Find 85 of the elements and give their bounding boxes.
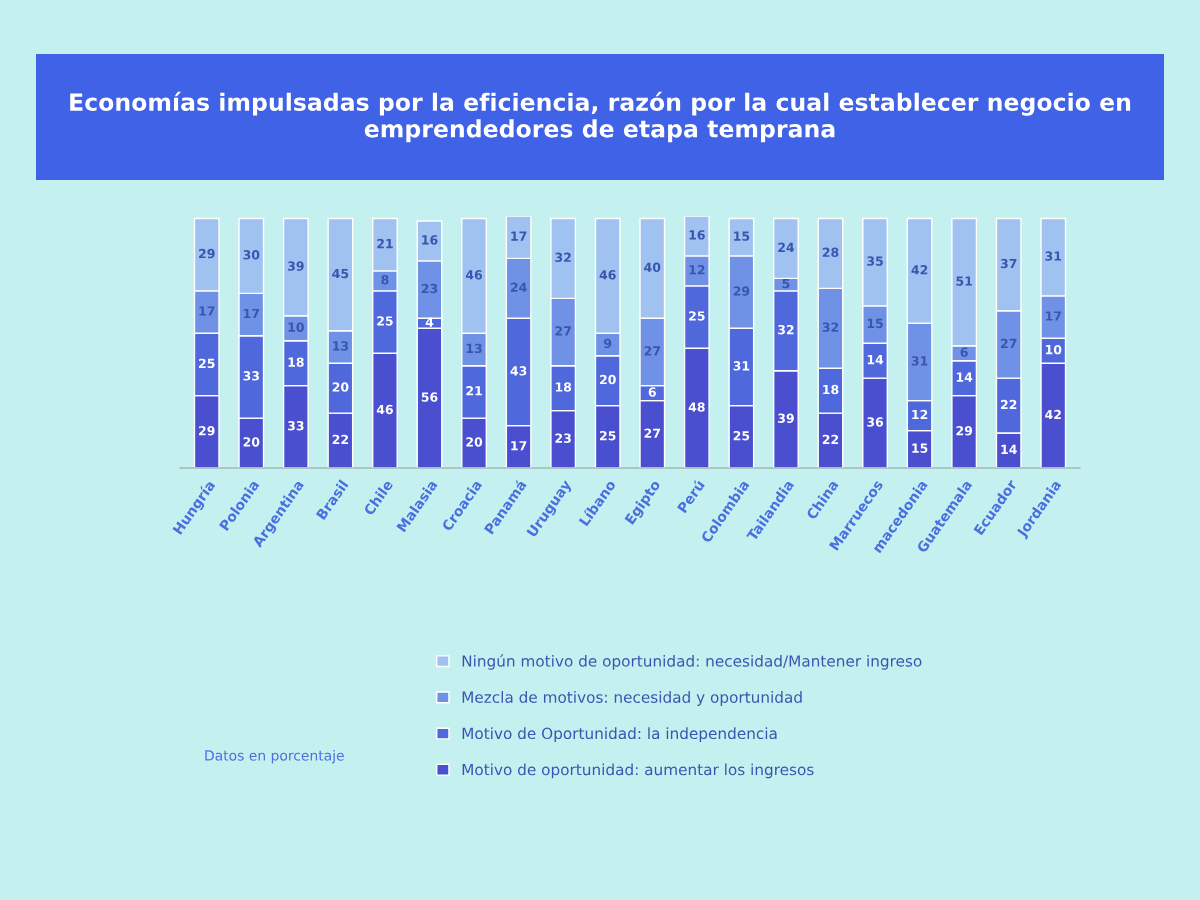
text: Datos en porcentaje <box>205 749 344 764</box>
data-label: 8 <box>381 275 389 285</box>
data-label: 20 <box>332 382 349 392</box>
data-label: 27 <box>644 428 660 438</box>
data-label: 5 <box>782 278 790 289</box>
data-label: 10 <box>1045 344 1062 355</box>
data-label: 40 <box>644 262 661 273</box>
data-label: 6 <box>648 387 656 397</box>
data-label: 17 <box>511 231 527 241</box>
data-label: 13 <box>466 343 482 354</box>
data-label: 22 <box>1001 399 1017 410</box>
legend-label: Mezcla de motivos: necesidad y oportunidad <box>462 691 802 706</box>
data-label: 14 <box>1001 444 1017 454</box>
data-label: 29 <box>199 425 215 436</box>
data-label: 15 <box>734 231 750 241</box>
data-label: 25 <box>733 430 750 441</box>
data-label: 29 <box>956 425 973 436</box>
data-label: 30 <box>243 250 260 260</box>
data-label: 25 <box>600 430 616 441</box>
data-label: 42 <box>1045 409 1061 420</box>
data-label: 18 <box>288 357 304 367</box>
legend-label: Motivo de oportunidad: aumentar los ingresos <box>462 763 814 779</box>
data-label: 17 <box>511 441 527 451</box>
data-label: 32 <box>822 322 839 332</box>
data-label: 43 <box>510 366 527 376</box>
data-label: 16 <box>689 230 705 240</box>
data-label: 36 <box>867 417 884 427</box>
data-label: 12 <box>689 265 705 275</box>
data-label: 23 <box>421 283 438 294</box>
data-label: 27 <box>555 326 571 336</box>
data-label: 16 <box>422 235 438 245</box>
data-label: 17 <box>244 308 259 318</box>
data-label: 35 <box>867 256 883 266</box>
data-label: 46 <box>465 270 483 280</box>
data-label: 25 <box>199 358 215 369</box>
data-label: 10 <box>288 322 304 332</box>
data-label: 12 <box>912 409 928 420</box>
data-label: 25 <box>689 311 705 321</box>
data-label: 21 <box>377 238 393 249</box>
data-label: 32 <box>778 324 794 335</box>
data-label: 37 <box>1000 258 1017 269</box>
data-label: 9 <box>604 338 612 349</box>
data-label: 22 <box>822 434 839 444</box>
data-label: 13 <box>333 341 349 351</box>
data-label: 28 <box>822 247 839 258</box>
data-label: 20 <box>243 437 260 447</box>
data-label: 23 <box>555 433 571 443</box>
data-label: 15 <box>912 443 928 453</box>
data-label: 31 <box>733 361 750 371</box>
data-label: 31 <box>911 356 928 366</box>
data-label: 18 <box>823 384 839 395</box>
data-label: 15 <box>867 318 883 329</box>
data-label: 20 <box>466 437 483 447</box>
data-label: 20 <box>600 374 616 385</box>
data-label: 48 <box>688 402 705 412</box>
data-label: 51 <box>956 276 972 286</box>
data-label: 46 <box>599 270 616 280</box>
data-label: 21 <box>466 386 482 396</box>
data-label: 39 <box>778 413 794 423</box>
data-label: 6 <box>960 347 968 357</box>
legend-label: Motivo de Oportunidad: la independencia <box>462 727 777 743</box>
data-label: 25 <box>377 316 393 326</box>
legend-label: Ningún motivo de oportunidad: necesidad/Mantener ingreso <box>462 654 922 670</box>
data-label: 17 <box>1045 311 1061 321</box>
data-label: 24 <box>778 242 795 252</box>
data-label: 29 <box>733 286 750 296</box>
data-label: 33 <box>243 371 259 381</box>
data-label: 17 <box>199 306 215 316</box>
data-label: 33 <box>287 421 304 431</box>
data-label: 56 <box>421 392 438 402</box>
data-label: 31 <box>1045 251 1062 261</box>
data-label: 27 <box>644 346 660 356</box>
data-label: 27 <box>1001 338 1017 348</box>
data-label: 39 <box>287 261 304 271</box>
data-label: 18 <box>555 382 572 392</box>
data-label: 42 <box>911 265 928 275</box>
chart-title: Economías impulsadas por la eficiencia, razón por la cual establecer negocio en emprendedores de etapa temprana <box>70 91 1131 143</box>
data-label: 29 <box>199 248 215 259</box>
data-label: 46 <box>376 404 393 415</box>
data-label: 14 <box>867 355 884 365</box>
data-label: 24 <box>510 282 527 292</box>
data-label: 22 <box>332 434 349 444</box>
data-label: 32 <box>555 252 571 263</box>
data-label: 45 <box>332 268 349 279</box>
data-label: 14 <box>956 372 973 382</box>
